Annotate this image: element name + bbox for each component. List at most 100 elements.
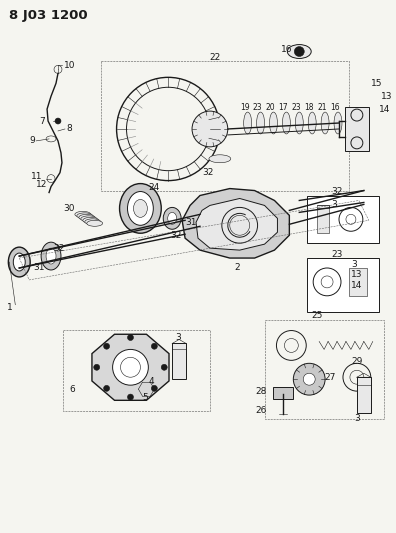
Ellipse shape [282, 112, 290, 134]
Polygon shape [196, 198, 278, 250]
Ellipse shape [87, 220, 103, 227]
Text: 19: 19 [240, 103, 249, 111]
Bar [172, 343, 186, 379]
Text: 21: 21 [317, 103, 327, 111]
Ellipse shape [287, 45, 311, 59]
Text: 20: 20 [266, 103, 275, 111]
Text: 25: 25 [312, 311, 323, 320]
Ellipse shape [79, 214, 95, 220]
Text: 32: 32 [202, 168, 213, 177]
Text: 3: 3 [351, 260, 357, 269]
Circle shape [128, 394, 133, 400]
Ellipse shape [46, 248, 56, 264]
Text: 11: 11 [31, 172, 43, 181]
Text: 5: 5 [143, 393, 148, 401]
Text: 32: 32 [53, 244, 65, 253]
Circle shape [351, 137, 363, 149]
Text: 12: 12 [36, 180, 48, 189]
Bar [307, 196, 379, 243]
Ellipse shape [257, 112, 265, 134]
Circle shape [293, 364, 325, 395]
Circle shape [104, 343, 110, 349]
Ellipse shape [295, 112, 303, 134]
Ellipse shape [321, 112, 329, 134]
Ellipse shape [163, 207, 181, 229]
Ellipse shape [77, 213, 93, 219]
Circle shape [192, 111, 228, 147]
Polygon shape [349, 268, 367, 296]
Text: 14: 14 [379, 104, 390, 114]
Text: 6: 6 [69, 385, 75, 394]
Text: 9: 9 [29, 136, 35, 146]
Ellipse shape [83, 217, 99, 223]
Ellipse shape [209, 155, 231, 163]
Bar [307, 258, 379, 312]
Text: 29: 29 [351, 357, 363, 366]
Ellipse shape [8, 247, 30, 277]
Bar [101, 61, 349, 190]
Text: 10: 10 [64, 61, 76, 70]
Text: 3: 3 [354, 415, 360, 423]
Ellipse shape [168, 212, 177, 224]
Circle shape [55, 118, 61, 124]
Text: 27: 27 [324, 373, 335, 382]
Circle shape [151, 343, 157, 349]
Text: 13: 13 [351, 270, 362, 279]
Text: 7: 7 [39, 117, 45, 126]
Text: 30: 30 [63, 204, 74, 213]
Bar [317, 205, 329, 233]
Circle shape [161, 365, 167, 370]
Text: 15: 15 [371, 79, 382, 88]
Text: 31: 31 [33, 263, 45, 272]
Bar [265, 320, 384, 419]
Text: 3: 3 [331, 200, 337, 209]
Text: 4: 4 [148, 377, 154, 386]
Ellipse shape [133, 199, 147, 217]
Text: 14: 14 [351, 281, 362, 290]
Text: 13: 13 [381, 92, 392, 101]
Text: 8 J03 1200: 8 J03 1200 [10, 9, 88, 22]
Bar [274, 387, 293, 399]
Ellipse shape [128, 191, 153, 225]
Ellipse shape [120, 183, 161, 233]
Ellipse shape [270, 112, 278, 134]
Circle shape [128, 335, 133, 341]
Ellipse shape [41, 242, 61, 270]
Circle shape [112, 350, 148, 385]
Text: 17: 17 [278, 103, 288, 111]
Ellipse shape [308, 112, 316, 134]
Polygon shape [345, 107, 369, 151]
Text: 31: 31 [185, 218, 196, 227]
Text: 2: 2 [235, 263, 240, 272]
Text: 22: 22 [209, 53, 221, 62]
Circle shape [351, 109, 363, 121]
Text: 24: 24 [148, 183, 160, 192]
Polygon shape [182, 189, 289, 258]
Bar [357, 377, 371, 413]
Ellipse shape [75, 212, 91, 217]
Circle shape [94, 365, 100, 370]
Text: 28: 28 [255, 386, 267, 395]
Bar [63, 329, 210, 411]
Text: 23: 23 [253, 103, 263, 111]
Text: 3: 3 [175, 333, 181, 342]
Text: 32: 32 [170, 231, 182, 240]
Ellipse shape [334, 112, 342, 134]
Ellipse shape [81, 216, 97, 222]
Text: 26: 26 [255, 407, 267, 416]
Ellipse shape [244, 112, 251, 134]
Circle shape [303, 373, 315, 385]
Text: 18: 18 [305, 103, 314, 111]
Circle shape [151, 385, 157, 391]
Text: 23: 23 [291, 103, 301, 111]
Text: 23: 23 [331, 249, 343, 259]
Circle shape [294, 46, 304, 56]
Circle shape [104, 385, 110, 391]
Text: 16: 16 [330, 103, 340, 111]
Text: 16: 16 [282, 45, 293, 54]
Ellipse shape [13, 253, 25, 271]
Polygon shape [92, 334, 169, 400]
Ellipse shape [85, 219, 101, 225]
Circle shape [222, 207, 257, 243]
Text: 8: 8 [66, 125, 72, 133]
